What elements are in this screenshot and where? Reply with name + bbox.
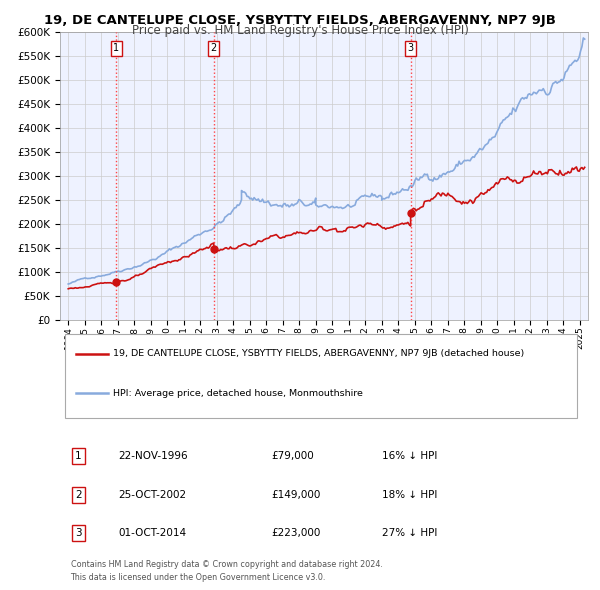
Text: 19, DE CANTELUPE CLOSE, YSBYTTY FIELDS, ABERGAVENNY, NP7 9JB (detached house): 19, DE CANTELUPE CLOSE, YSBYTTY FIELDS, … [113,349,524,358]
Text: HPI: Average price, detached house, Monmouthshire: HPI: Average price, detached house, Monm… [113,389,362,398]
Text: 25-OCT-2002: 25-OCT-2002 [118,490,186,500]
Text: This data is licensed under the Open Government Licence v3.0.: This data is licensed under the Open Gov… [71,573,326,582]
Text: 3: 3 [407,43,413,53]
Text: 2: 2 [211,43,217,53]
Text: 22-NOV-1996: 22-NOV-1996 [118,451,188,461]
Text: Price paid vs. HM Land Registry's House Price Index (HPI): Price paid vs. HM Land Registry's House … [131,24,469,37]
Text: Contains HM Land Registry data © Crown copyright and database right 2024.: Contains HM Land Registry data © Crown c… [71,559,382,569]
Text: 2: 2 [75,490,82,500]
Text: 19, DE CANTELUPE CLOSE, YSBYTTY FIELDS, ABERGAVENNY, NP7 9JB: 19, DE CANTELUPE CLOSE, YSBYTTY FIELDS, … [44,14,556,27]
Text: 1: 1 [75,451,82,461]
Text: 16% ↓ HPI: 16% ↓ HPI [382,451,437,461]
Text: 27% ↓ HPI: 27% ↓ HPI [382,528,437,538]
Text: £149,000: £149,000 [271,490,320,500]
Text: £223,000: £223,000 [271,528,320,538]
Text: 1: 1 [113,43,119,53]
Text: 01-OCT-2014: 01-OCT-2014 [118,528,186,538]
Text: £79,000: £79,000 [271,451,314,461]
Text: 3: 3 [75,528,82,538]
FancyBboxPatch shape [65,335,577,418]
Text: 18% ↓ HPI: 18% ↓ HPI [382,490,437,500]
